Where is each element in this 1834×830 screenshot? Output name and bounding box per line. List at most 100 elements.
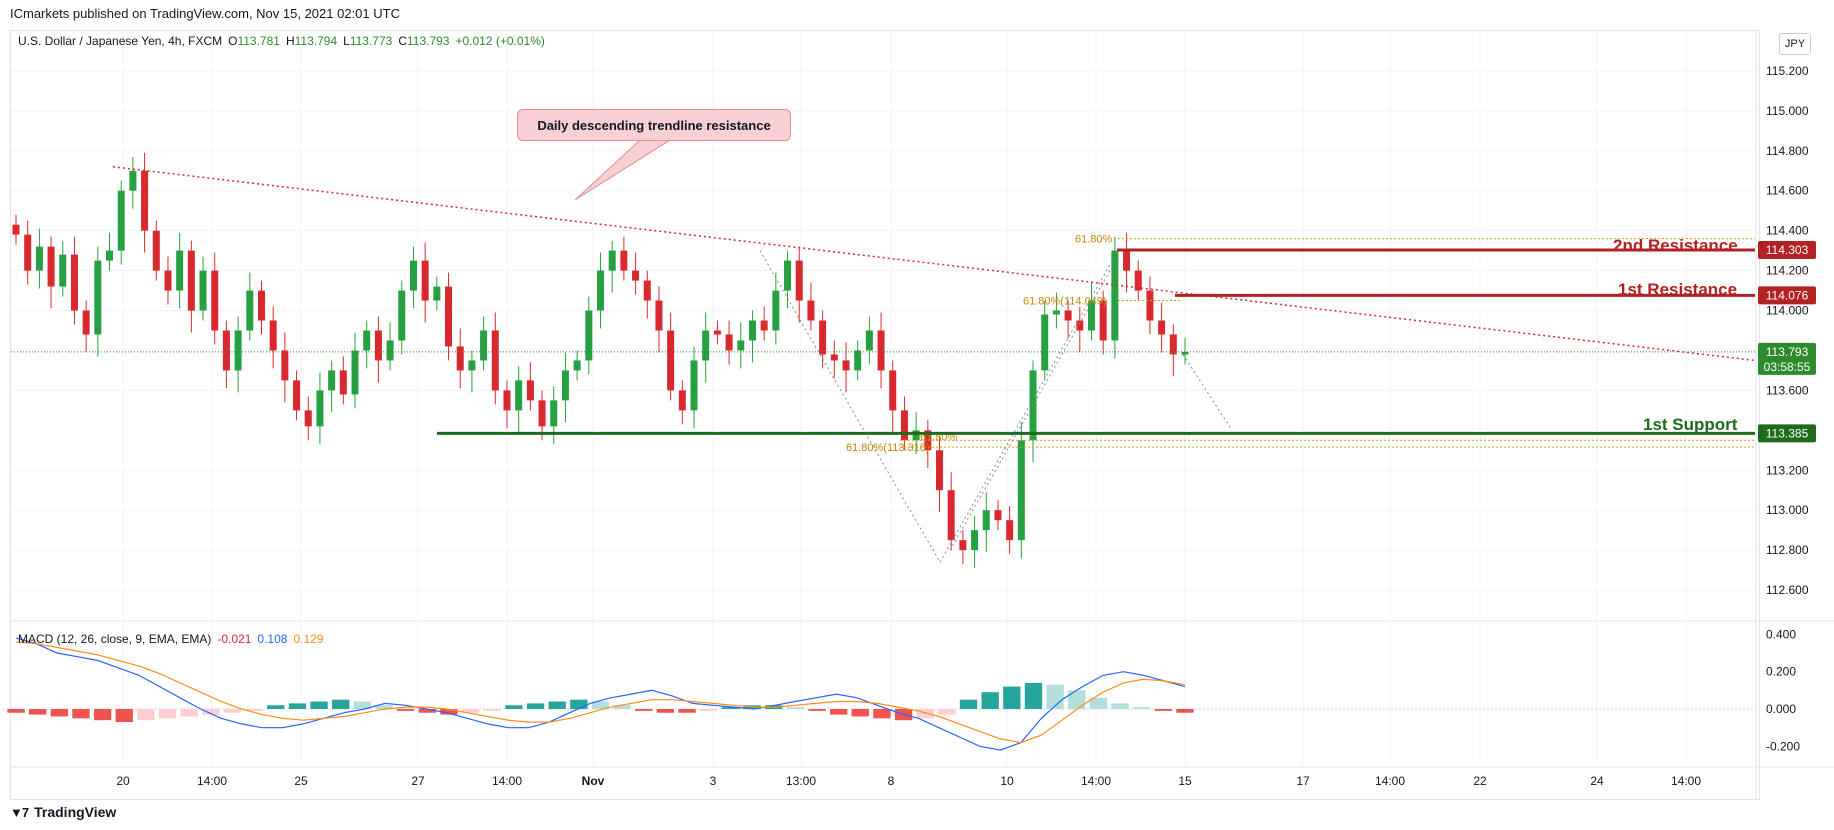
candle-body bbox=[363, 330, 371, 351]
candle-body bbox=[24, 234, 32, 271]
second-resistance-tag-text: 114.303 bbox=[1766, 243, 1809, 257]
fib-swing-up-2 bbox=[949, 270, 1111, 551]
x-tick-label: 8 bbox=[888, 774, 895, 788]
candle-body bbox=[702, 330, 710, 361]
macd-histogram-bar bbox=[93, 709, 112, 721]
candle-body bbox=[678, 390, 686, 411]
macd-histogram-bar bbox=[1154, 709, 1173, 711]
macd-histogram-bar bbox=[656, 709, 675, 713]
candle-body bbox=[1006, 520, 1014, 541]
close-value: 113.793 bbox=[406, 34, 450, 48]
macd-histogram-bar bbox=[72, 709, 90, 719]
y-tick-label: 115.000 bbox=[1766, 104, 1809, 118]
last-price-tag-text: 113.793 bbox=[1766, 345, 1809, 359]
macd-histogram-bar bbox=[505, 705, 523, 709]
candle-body bbox=[585, 310, 593, 361]
macd-histogram-bar bbox=[526, 703, 545, 709]
macd-line-value: 0.108 bbox=[257, 632, 288, 646]
candle-body bbox=[152, 230, 160, 271]
trendline-callout: Daily descending trendline resistance bbox=[517, 109, 791, 141]
macd-histogram-bar bbox=[332, 699, 350, 709]
currency-badge[interactable]: JPY bbox=[1779, 33, 1811, 55]
y-tick-label: 114.000 bbox=[1766, 304, 1809, 318]
candle-body bbox=[176, 250, 184, 291]
y-tick-label: 113.600 bbox=[1766, 383, 1809, 397]
candle-body bbox=[1158, 320, 1166, 335]
candle-body bbox=[830, 354, 838, 361]
x-tick-label: 14:00 bbox=[197, 774, 227, 788]
symbol-name: U.S. Dollar / Japanese Yen, 4h, FXCM bbox=[18, 34, 223, 48]
candle-body bbox=[117, 190, 125, 251]
macd-histogram-bar bbox=[851, 709, 869, 717]
candle-body bbox=[971, 530, 979, 551]
macd-y-tick-label: 0.000 bbox=[1766, 702, 1796, 716]
high-label: H bbox=[285, 34, 295, 48]
candle-body bbox=[187, 250, 195, 311]
x-tick-label: 17 bbox=[1296, 774, 1310, 788]
x-tick-label: 14:00 bbox=[1375, 774, 1405, 788]
candle-body bbox=[386, 340, 394, 361]
candle-body bbox=[1123, 250, 1131, 271]
macd-histogram-bar bbox=[916, 709, 934, 719]
candle-body bbox=[620, 250, 628, 271]
macd-histogram-bar bbox=[418, 709, 436, 713]
macd-histogram-bar bbox=[50, 709, 68, 717]
candle-body bbox=[900, 410, 908, 441]
chart-frame bbox=[10, 30, 1760, 800]
candle-body bbox=[12, 224, 20, 235]
candle-body bbox=[1052, 310, 1060, 315]
candle-body bbox=[94, 260, 102, 335]
candle-body bbox=[784, 260, 792, 291]
candle-body bbox=[550, 400, 558, 427]
candle-body bbox=[445, 286, 453, 347]
candle-body bbox=[807, 300, 815, 321]
macd-histogram-bar bbox=[959, 699, 978, 709]
macd-histogram-bar bbox=[288, 703, 307, 709]
macd-histogram-bar bbox=[1111, 703, 1129, 709]
candle-body bbox=[1111, 250, 1119, 341]
macd-histogram-bar bbox=[591, 701, 610, 709]
projection-path bbox=[1182, 354, 1233, 431]
macd-histogram-bar bbox=[808, 709, 826, 711]
candle-body bbox=[947, 490, 955, 541]
last-price-tag-text: 03:58:55 bbox=[1764, 360, 1811, 374]
fib-label-mid: 61.80%(114.049) bbox=[1023, 296, 1107, 308]
macd-histogram-bar bbox=[461, 709, 480, 713]
macd-histogram-bar bbox=[375, 705, 393, 709]
y-tick-label: 114.600 bbox=[1766, 184, 1809, 198]
candle-body bbox=[1041, 314, 1049, 371]
macd-histogram-bar bbox=[353, 701, 372, 709]
macd-histogram-bar bbox=[786, 707, 804, 709]
candle-body bbox=[690, 360, 698, 411]
candle-body bbox=[211, 270, 219, 331]
x-tick-label: 10 bbox=[1000, 774, 1014, 788]
macd-histogram-bar bbox=[1068, 690, 1086, 709]
footer-brand[interactable]: ▼7 TradingView bbox=[10, 804, 116, 820]
candle-body bbox=[725, 334, 733, 351]
close-label: C bbox=[398, 34, 407, 48]
candle-body bbox=[339, 370, 347, 395]
fib-label-top: 61.80% bbox=[1075, 234, 1113, 246]
candle-body bbox=[924, 430, 932, 451]
descending-trendline bbox=[112, 166, 1756, 362]
candle-body bbox=[1087, 300, 1095, 331]
macd-histogram-bar bbox=[1133, 707, 1151, 709]
macd-signal-value: 0.129 bbox=[293, 632, 324, 646]
macd-histogram-bar bbox=[829, 709, 848, 715]
x-tick-label: 15 bbox=[1178, 774, 1192, 788]
candle-body bbox=[35, 246, 43, 271]
candle-body bbox=[1076, 320, 1084, 331]
macd-histogram-bar bbox=[613, 705, 631, 709]
macd-histogram-bar bbox=[678, 709, 696, 713]
candle-body bbox=[819, 320, 827, 355]
candle-body bbox=[608, 250, 616, 271]
macd-histogram-bar bbox=[873, 709, 891, 719]
x-tick-label: 20 bbox=[116, 774, 130, 788]
candle-body bbox=[456, 346, 464, 371]
candle-body bbox=[713, 330, 721, 335]
candle-body bbox=[1169, 334, 1177, 355]
candle-body bbox=[526, 380, 534, 401]
x-tick-label: 25 bbox=[294, 774, 308, 788]
candle-body bbox=[1134, 270, 1142, 291]
